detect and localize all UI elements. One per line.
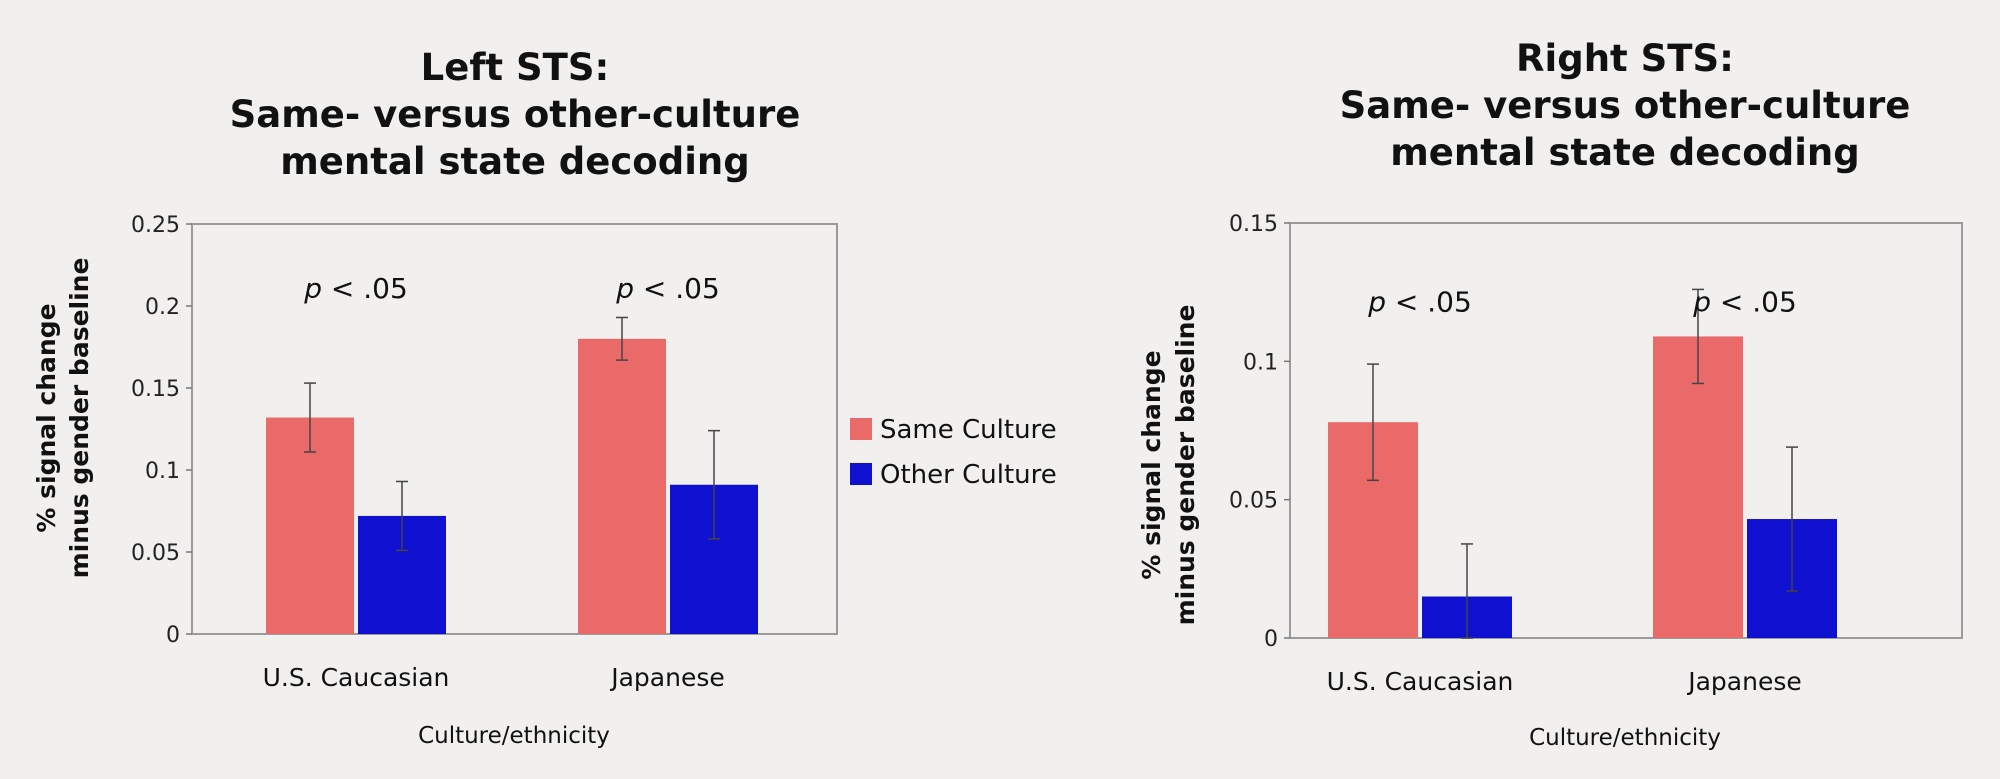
y-axis-label-line-1: % signal change xyxy=(32,303,61,532)
y-axis-label-line-2: minus gender baseline xyxy=(65,258,94,579)
chart-title-line-3: mental state decoding xyxy=(280,140,749,183)
bar-same-culture-u-s-caucasian xyxy=(266,417,354,634)
y-tick-label: 0.05 xyxy=(131,541,180,566)
left-sts-chart: Left STS: Same- versus other-culture men… xyxy=(32,46,838,749)
p-value-annotation: p < .05 xyxy=(303,272,408,305)
x-category-label: Japanese xyxy=(609,663,725,692)
x-category-label: Japanese xyxy=(1686,667,1802,696)
x-category-label: U.S. Caucasian xyxy=(1327,667,1514,696)
chart-title-line-1: Right STS: xyxy=(1516,37,1734,80)
legend: Same Culture Other Culture xyxy=(850,415,1057,490)
legend-label-same-culture: Same Culture xyxy=(880,415,1057,445)
y-tick-label: 0 xyxy=(166,623,180,648)
y-tick-label: 0 xyxy=(1264,627,1278,652)
y-axis-label-line-2: minus gender baseline xyxy=(1171,305,1200,626)
chart-title-line-1: Left STS: xyxy=(421,46,610,89)
x-axis-label: Culture/ethnicity xyxy=(1529,725,1721,751)
y-tick-label: 0.25 xyxy=(131,213,180,238)
legend-label-other-culture: Other Culture xyxy=(880,460,1057,490)
p-value-annotation: p < .05 xyxy=(1692,286,1797,319)
legend-swatch-same-culture xyxy=(850,418,872,440)
y-tick-label: 0.1 xyxy=(1243,350,1278,375)
right-sts-chart: Right STS: Same- versus other-culture me… xyxy=(1137,37,1963,751)
chart-title-line-2: Same- versus other-culture xyxy=(230,93,801,136)
y-tick-label: 0.1 xyxy=(145,459,180,484)
plot-area: 0 0.05 0.1 0.15 U.S. Caucasian Japanese p < .0… xyxy=(1229,212,1963,696)
y-axis-label-line-1: % signal change xyxy=(1137,350,1166,579)
legend-swatch-other-culture xyxy=(850,463,872,485)
x-category-label: U.S. Caucasian xyxy=(263,663,450,692)
y-tick-label: 0.15 xyxy=(1229,212,1278,237)
bar-same-culture-japanese xyxy=(578,338,666,634)
p-value-annotation: p < .05 xyxy=(615,272,720,305)
x-axis-label: Culture/ethnicity xyxy=(418,723,610,749)
y-tick-label: 0.15 xyxy=(131,377,180,402)
chart-title-line-2: Same- versus other-culture xyxy=(1340,84,1911,127)
y-tick-label: 0.05 xyxy=(1229,489,1278,514)
bar-same-culture-japanese xyxy=(1653,336,1743,638)
p-value-annotation: p < .05 xyxy=(1367,286,1472,319)
y-tick-label: 0.2 xyxy=(145,295,180,320)
chart-title-line-3: mental state decoding xyxy=(1390,131,1859,174)
plot-area: 0 0.05 0.1 0.15 0.2 0.25 U.S. Caucasian Japanes… xyxy=(131,213,838,692)
